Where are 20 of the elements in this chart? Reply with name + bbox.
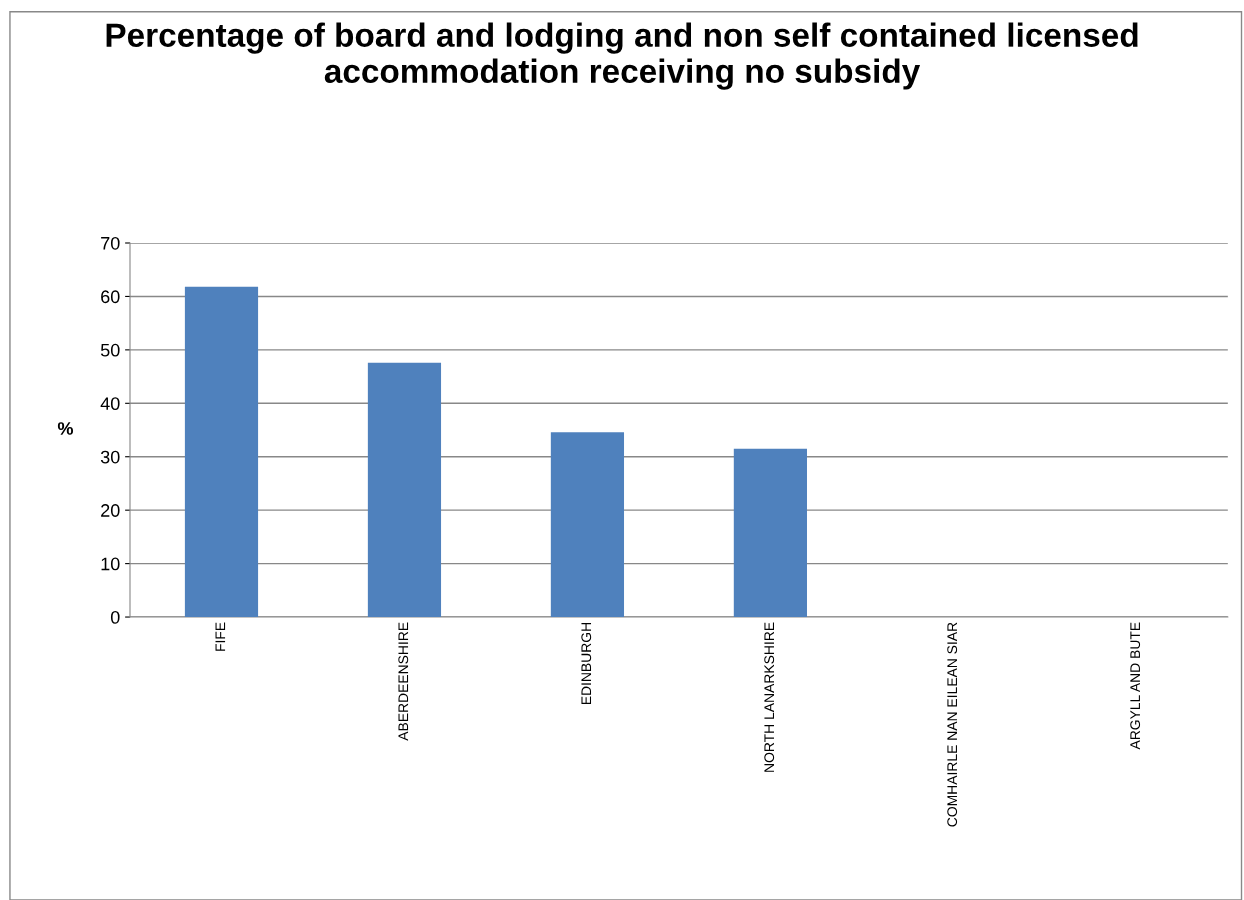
bar: [733, 448, 807, 618]
y-tick-label: 40: [100, 397, 120, 411]
x-tick-label: NORTH LANARKSHIRE: [764, 622, 775, 772]
bar: [550, 432, 625, 618]
y-tick-label: 60: [101, 290, 120, 304]
y-tick-label: 20: [101, 504, 120, 517]
bar: [184, 286, 259, 618]
y-tick-label: 0: [110, 610, 120, 624]
y-tick-label: 30: [100, 450, 120, 464]
x-tick-label: ABERDEENSHIRE: [398, 622, 409, 741]
chart-title: Percentage of board and lodging and non self contained licensed accommodation receiving no subsidy: [106, 22, 1138, 90]
bar: [367, 362, 442, 618]
x-tick-label: COMHAIRLE NAN EILEAN SIAR: [947, 622, 958, 827]
x-tick-label: FIFE: [215, 622, 226, 651]
x-tick-label: EDINBURGH: [581, 623, 592, 705]
y-tick-label: 50: [100, 343, 120, 357]
y-tick-label: 70: [101, 236, 120, 250]
x-tick-label: ARGYLL AND BUTE: [1130, 622, 1141, 750]
y-tick-label: 10: [101, 557, 120, 571]
y-axis-title: %: [57, 422, 74, 435]
